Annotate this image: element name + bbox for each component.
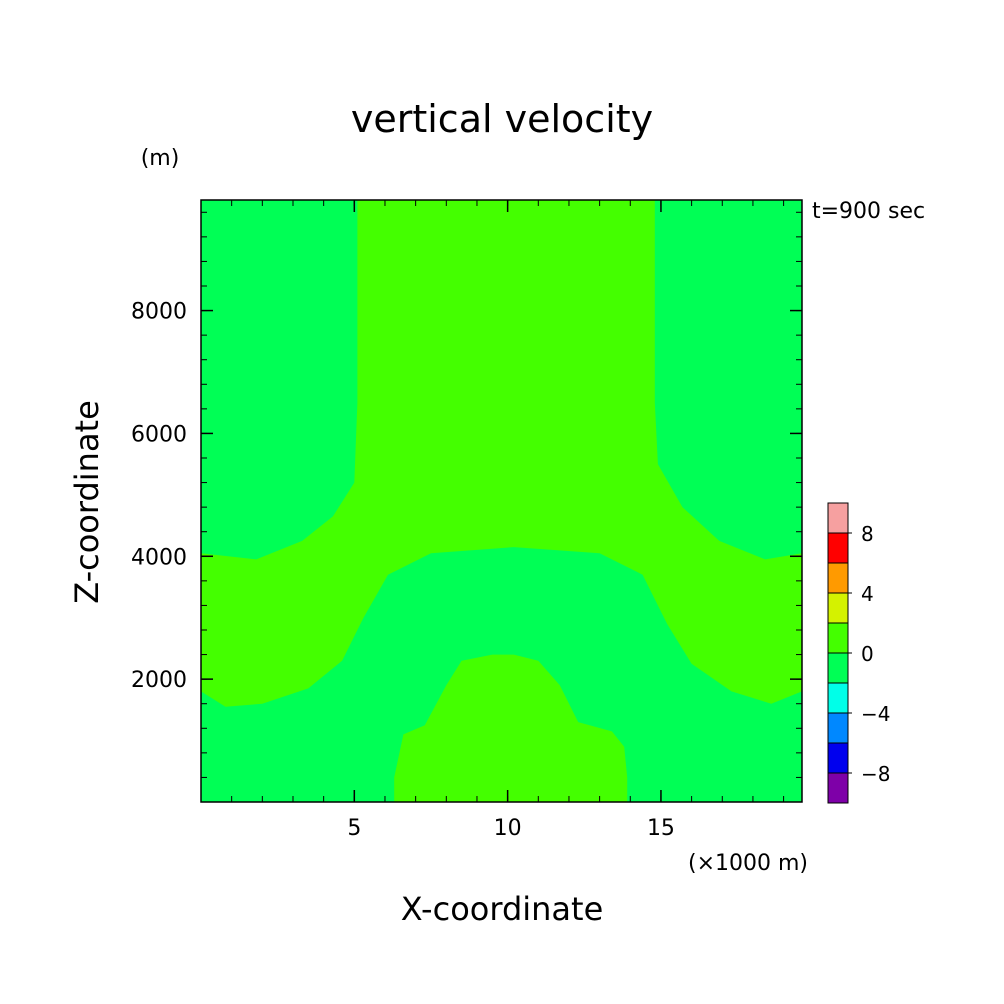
colorbar-label: 0 bbox=[861, 642, 874, 666]
colorbar-swatch bbox=[827, 532, 849, 564]
colorbar-label: −8 bbox=[861, 762, 890, 786]
x-unit-label: (×1000 m) bbox=[688, 851, 808, 876]
time-label: t=900 sec bbox=[812, 199, 925, 224]
colorbar-swatch bbox=[827, 772, 849, 804]
y-tick-label: 2000 bbox=[131, 668, 187, 693]
plot-frame bbox=[200, 199, 803, 803]
colorbar-swatch bbox=[827, 712, 849, 744]
colorbar-swatch bbox=[827, 622, 849, 654]
x-axis-title: X-coordinate bbox=[401, 890, 604, 928]
contour-upper-updraft-zone bbox=[201, 200, 802, 707]
colorbar: 8 4 0 −4 −8 bbox=[827, 502, 890, 804]
colorbar-label: 8 bbox=[861, 522, 874, 546]
contour-lower-updraft-zone bbox=[394, 654, 628, 802]
y-tick-label: 4000 bbox=[131, 545, 187, 570]
colorbar-swatch bbox=[827, 592, 849, 624]
y-axis-title: Z-coordinate bbox=[68, 400, 106, 604]
colorbar-swatch bbox=[827, 742, 849, 774]
colorbar-swatch bbox=[827, 502, 849, 534]
colorbar-swatch bbox=[827, 652, 849, 684]
x-tick-label: 15 bbox=[647, 816, 675, 841]
chart-title: vertical velocity bbox=[351, 97, 653, 141]
x-tick-label: 5 bbox=[347, 816, 361, 841]
colorbar-label: −4 bbox=[861, 702, 890, 726]
colorbar-swatch bbox=[827, 682, 849, 714]
colorbar-swatch bbox=[827, 562, 849, 594]
colorbar-label: 4 bbox=[861, 582, 874, 606]
x-tick-label: 10 bbox=[494, 816, 522, 841]
y-unit-label: (m) bbox=[141, 146, 180, 171]
plot-area: 5 10 15 2000 4000 6000 8000 bbox=[131, 199, 803, 841]
y-tick-label: 8000 bbox=[131, 300, 187, 325]
y-tick-label: 6000 bbox=[131, 422, 187, 447]
